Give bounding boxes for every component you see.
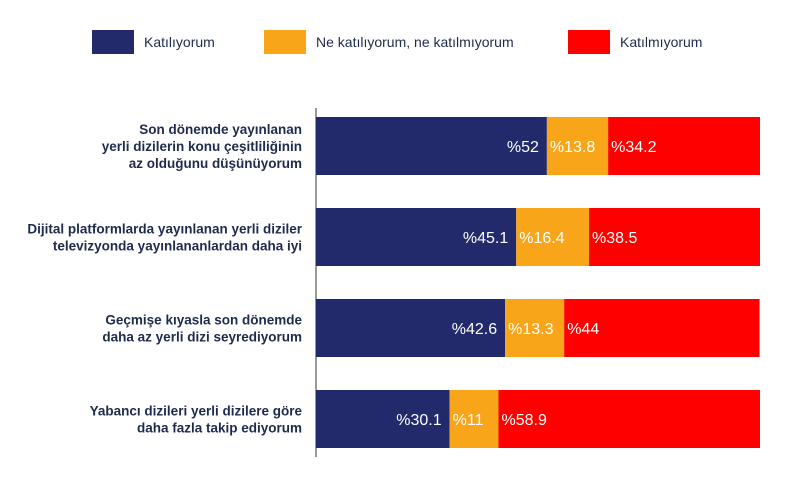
legend-label-disagree: Katılmıyorum bbox=[620, 34, 703, 50]
legend-item-disagree: Katılmıyorum bbox=[568, 30, 702, 54]
legend-swatch-neutral bbox=[264, 30, 306, 54]
bar-segment-series-2 bbox=[564, 299, 760, 357]
bar-value-label: %52 bbox=[507, 139, 539, 156]
legend-item-neutral: Ne katılıyorum, ne katılmıyorum bbox=[264, 30, 514, 54]
bar-value-label: %30.1 bbox=[396, 412, 441, 429]
bar-segment-series-2 bbox=[589, 208, 760, 266]
legend-item-agree: Katılıyorum bbox=[92, 30, 215, 54]
legend-swatch-agree bbox=[92, 30, 134, 54]
bar-value-label: %45.1 bbox=[463, 230, 508, 247]
bar-segment-series-1 bbox=[505, 299, 565, 357]
bar-value-label: %44 bbox=[567, 321, 599, 338]
legend-label-neutral: Ne katılıyorum, ne katılmıyorum bbox=[316, 34, 514, 50]
bar-value-label: %34.2 bbox=[611, 139, 656, 156]
bar-segment-series-0 bbox=[316, 117, 547, 175]
legend-swatch-disagree bbox=[568, 30, 610, 54]
bar-segment-series-1 bbox=[516, 208, 590, 266]
bar-segment-series-0 bbox=[316, 299, 506, 357]
category-label: Dijital platformlarda yayınlanan yerli d… bbox=[27, 222, 302, 254]
bar-value-label: %38.5 bbox=[592, 230, 637, 247]
category-label: Geçmişe kıyasla son dönemde daha az yerli… bbox=[102, 313, 302, 345]
category-label: Yabancı dizileri yerli dizilere göre daha… bbox=[90, 404, 303, 436]
bar-segment-series-0 bbox=[316, 208, 517, 266]
bar-segment-series-1 bbox=[546, 117, 609, 175]
bar-value-label: %16.4 bbox=[519, 230, 564, 247]
legend-label-agree: Katılıyorum bbox=[144, 34, 215, 50]
bar-value-label: %13.8 bbox=[550, 139, 595, 156]
bar-segment-series-0 bbox=[316, 390, 450, 448]
bar-value-label: %11 bbox=[453, 412, 484, 429]
bar-value-label: %42.6 bbox=[452, 321, 497, 338]
bar-segment-series-2 bbox=[498, 390, 760, 448]
bar-value-label: %58.9 bbox=[501, 412, 546, 429]
bar-segment-series-1 bbox=[449, 390, 499, 448]
category-label: Son dönemde yayınlanan yerli dizilerin ko… bbox=[102, 122, 302, 171]
bar-value-label: %13.3 bbox=[508, 321, 553, 338]
bar-segment-series-2 bbox=[608, 117, 760, 175]
legend: Katılıyorum Ne katılıyorum, ne katılmıyo… bbox=[0, 0, 800, 90]
